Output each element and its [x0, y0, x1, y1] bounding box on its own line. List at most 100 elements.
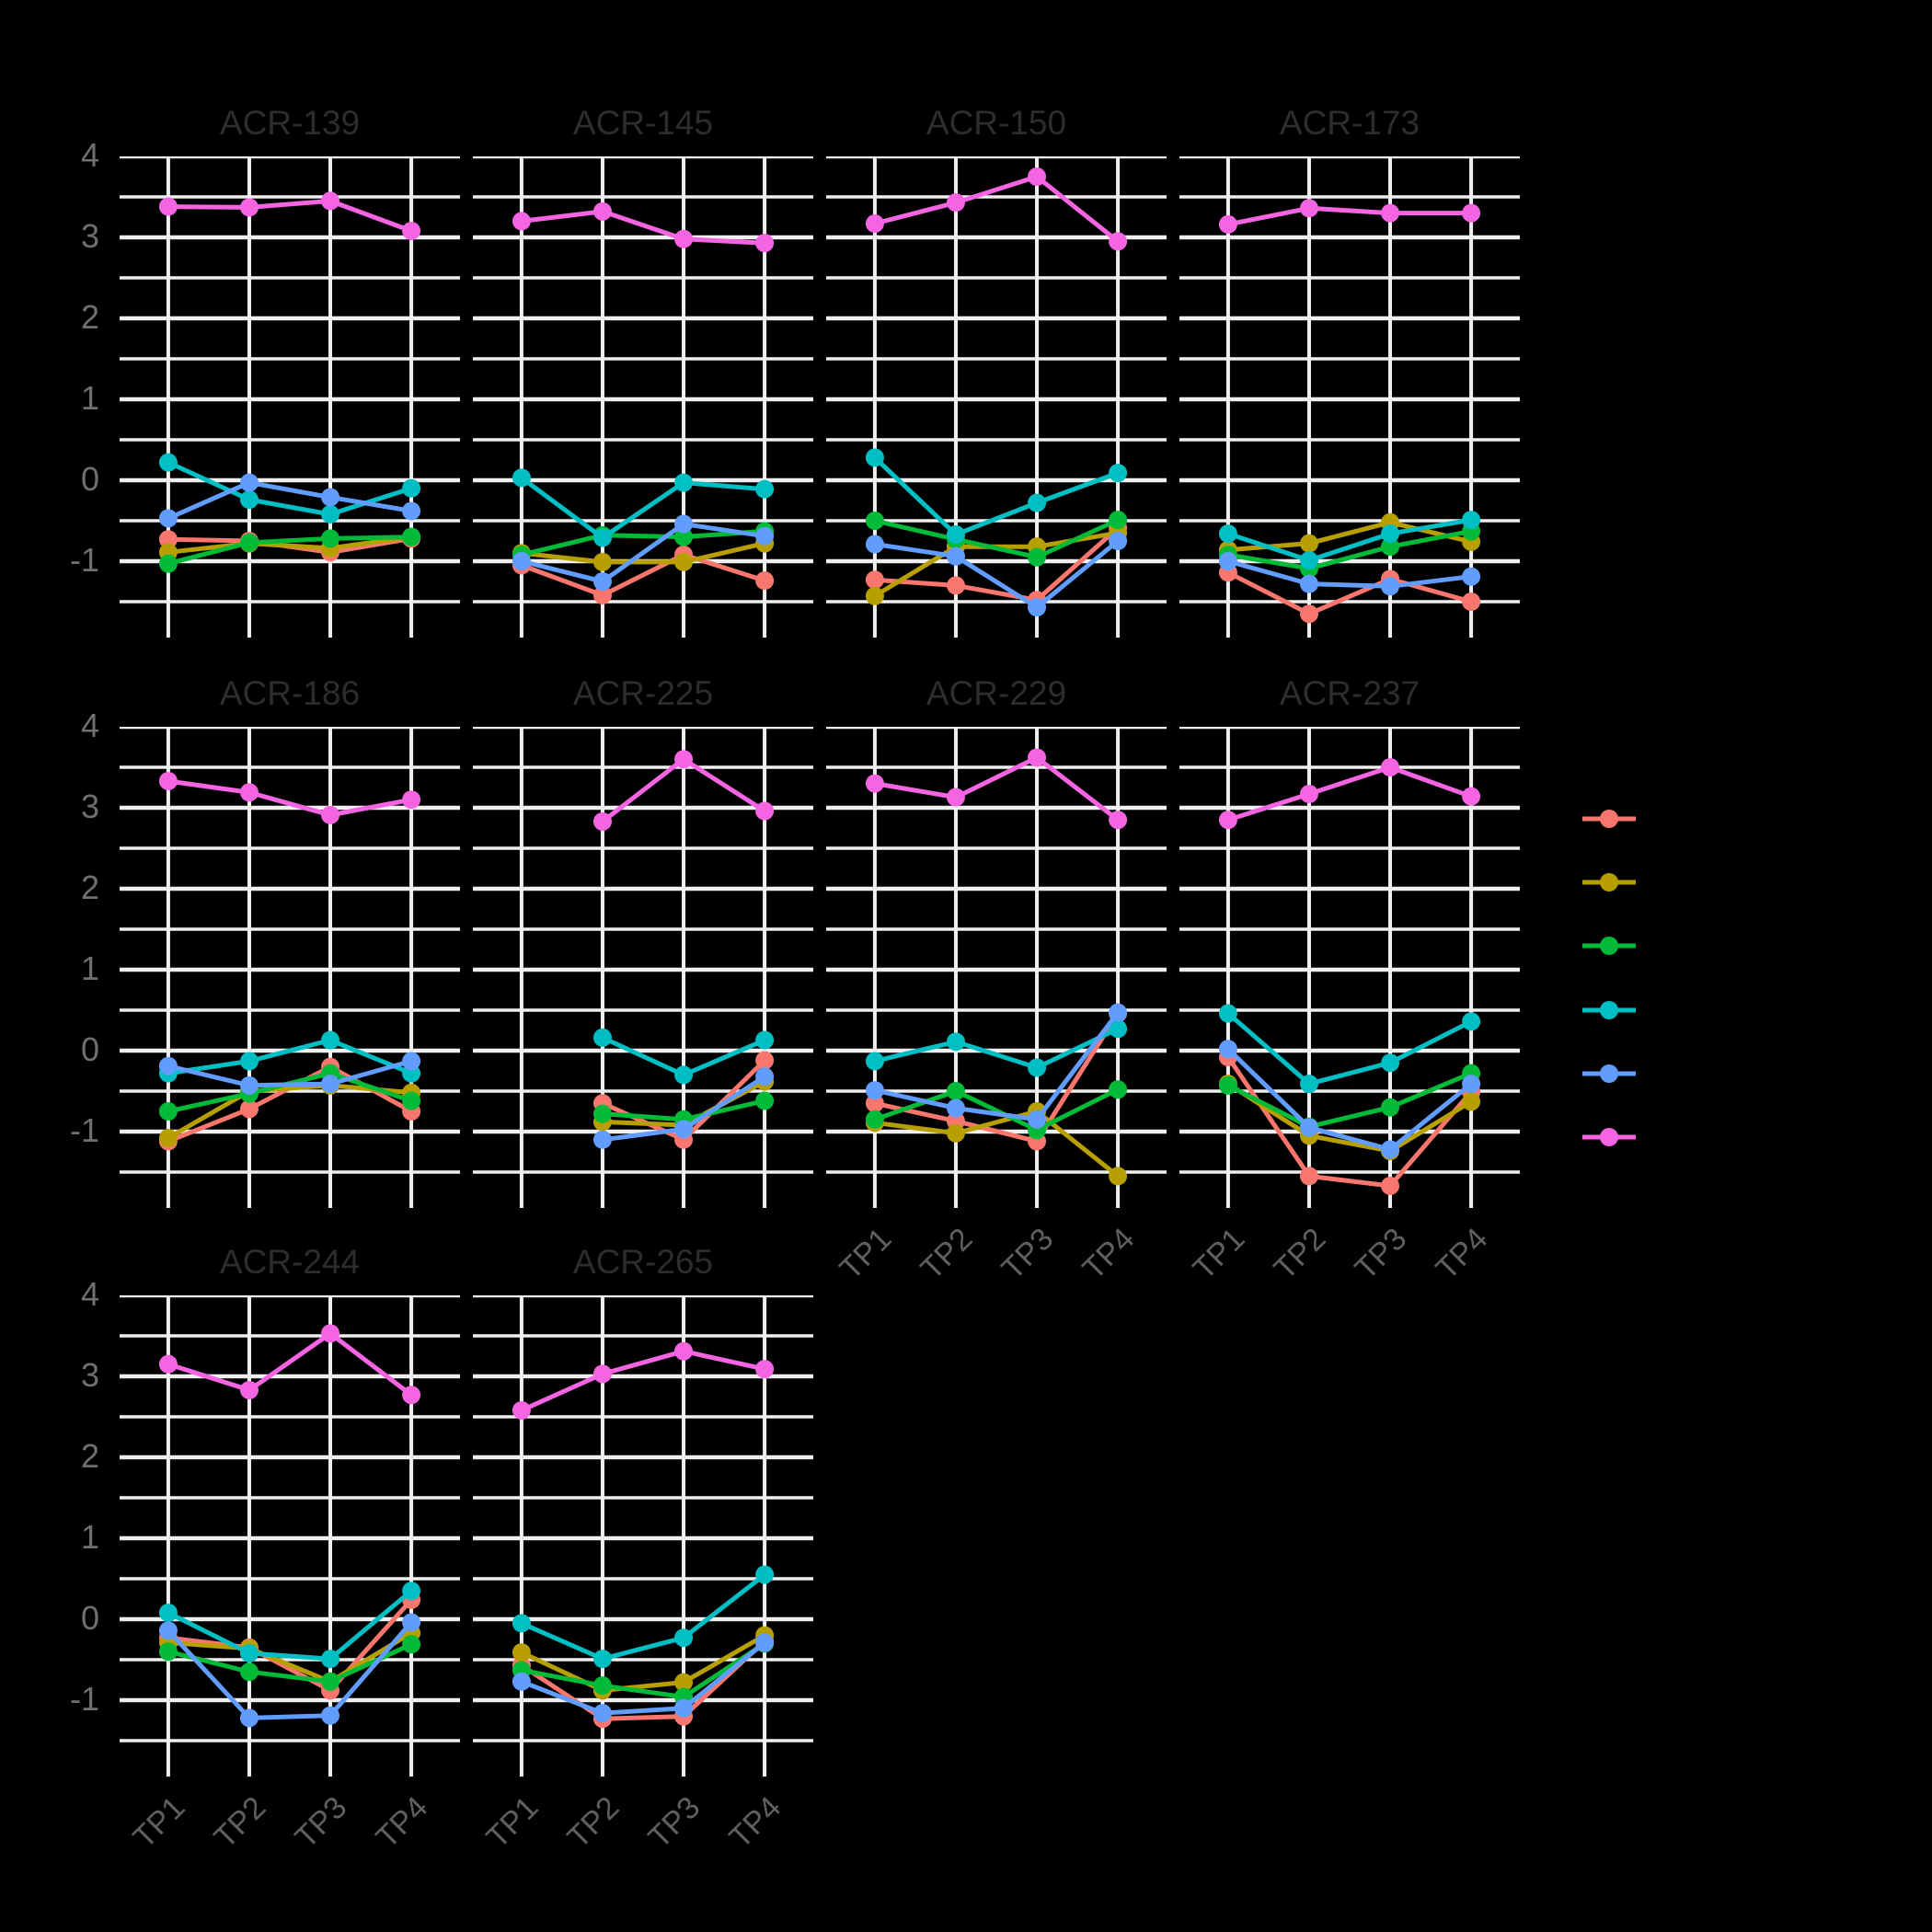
y-axis-tick-label: 2: [80, 1437, 99, 1475]
line-teal: [872, 1026, 1121, 1071]
point-salmon: [755, 571, 775, 591]
point-magenta: [321, 1324, 340, 1343]
facet-title: ACR-150: [926, 104, 1067, 142]
line-green: [1225, 528, 1474, 571]
facet-panel: [1179, 156, 1520, 638]
point-green: [402, 1091, 421, 1110]
facet-title: ACR-139: [219, 104, 361, 142]
facet-panel: [120, 156, 460, 638]
point-olive: [674, 1673, 694, 1692]
line-teal: [166, 460, 414, 517]
facet-panel: [120, 727, 460, 1208]
point-teal: [321, 1030, 340, 1050]
facet-title: ACR-186: [219, 674, 361, 712]
point-green: [402, 1635, 421, 1654]
point-teal: [674, 1628, 694, 1648]
line-green: [166, 535, 414, 567]
line-green: [166, 1641, 414, 1685]
point-green: [1028, 547, 1047, 567]
point-green: [865, 1110, 884, 1129]
point-blue: [1381, 1140, 1400, 1159]
point-teal: [592, 1650, 612, 1669]
point-green: [1381, 537, 1400, 557]
point-teal: [1299, 1075, 1318, 1094]
point-teal: [946, 524, 965, 544]
point-teal: [402, 1581, 421, 1601]
point-magenta: [158, 771, 178, 790]
point-teal: [1218, 1004, 1237, 1023]
point-blue: [158, 1621, 178, 1640]
point-teal: [674, 1065, 694, 1085]
facet-title: ACR-145: [572, 104, 714, 142]
y-axis-tick-label: -1: [69, 1111, 99, 1149]
y-axis-tick-label: 3: [80, 217, 99, 255]
point-blue: [1028, 598, 1047, 617]
point-teal: [158, 453, 178, 472]
point-green: [158, 1102, 178, 1121]
point-magenta: [1462, 203, 1481, 223]
point-blue: [674, 1698, 694, 1718]
point-green: [592, 1104, 612, 1123]
point-magenta: [239, 1380, 259, 1399]
point-blue: [158, 1056, 178, 1075]
line-salmon: [166, 1597, 414, 1694]
point-teal: [1028, 1058, 1047, 1077]
line-green: [872, 517, 1121, 560]
point-magenta: [674, 1341, 694, 1361]
point-teal: [592, 528, 612, 547]
point-salmon: [946, 576, 965, 595]
point-blue: [592, 1704, 612, 1723]
point-blue: [1381, 577, 1400, 596]
point-blue: [239, 1708, 259, 1728]
y-axis-tick-label: 1: [80, 379, 99, 417]
y-axis-tick-label: 4: [80, 136, 99, 174]
line-salmon: [1225, 1054, 1474, 1189]
line-green: [519, 528, 767, 558]
point-green: [321, 1672, 340, 1691]
point-olive: [865, 586, 884, 605]
point-teal: [946, 1032, 965, 1052]
line-magenta: [166, 778, 414, 818]
point-blue: [512, 552, 531, 570]
point-blue: [674, 1120, 694, 1139]
point-magenta: [1109, 232, 1128, 251]
point-blue: [592, 572, 612, 591]
line-blue: [166, 1620, 414, 1720]
point-magenta: [239, 783, 259, 802]
legend-item-series-magenta: [1581, 1124, 1650, 1150]
point-magenta: [402, 221, 421, 240]
point-blue: [158, 509, 178, 528]
point-blue: [321, 1075, 340, 1094]
line-teal: [519, 1572, 767, 1662]
legend-key-point: [1600, 1000, 1618, 1019]
point-magenta: [1299, 785, 1318, 804]
line-olive: [519, 1633, 767, 1693]
line-magenta: [519, 1349, 767, 1413]
legend-item-series-green: [1581, 933, 1650, 959]
point-blue: [1109, 532, 1128, 550]
point-blue: [755, 1067, 775, 1087]
point-magenta: [1028, 748, 1047, 767]
point-olive: [946, 1123, 965, 1143]
point-blue: [239, 1075, 259, 1095]
point-blue: [1218, 1040, 1237, 1059]
point-blue: [402, 501, 421, 521]
point-teal: [865, 1052, 884, 1071]
line-olive: [872, 1109, 1121, 1179]
point-blue: [674, 514, 694, 534]
line-olive: [872, 530, 1121, 599]
line-blue: [519, 521, 767, 584]
legend-key-point: [1600, 1064, 1618, 1083]
legend-key-point: [1600, 937, 1618, 956]
y-axis-tick-label: 0: [80, 1030, 99, 1068]
point-teal: [1109, 464, 1128, 483]
point-magenta: [1109, 811, 1128, 830]
line-magenta: [519, 209, 767, 246]
point-teal: [755, 1030, 775, 1050]
point-blue: [1218, 552, 1237, 570]
point-green: [592, 1676, 612, 1696]
line-blue: [519, 1640, 767, 1716]
point-salmon: [865, 1094, 884, 1113]
line-blue: [872, 1010, 1121, 1122]
point-blue: [402, 1052, 421, 1071]
